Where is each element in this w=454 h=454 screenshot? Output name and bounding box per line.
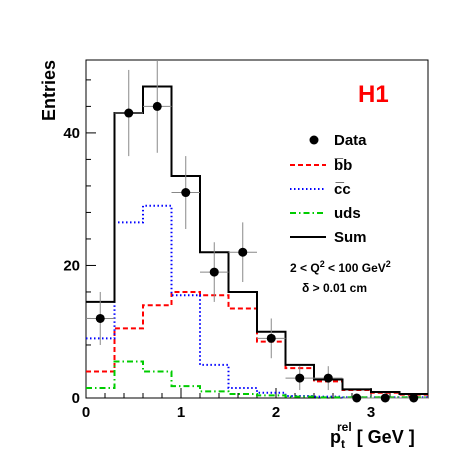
data-point <box>209 267 219 277</box>
y-tick-label: 0 <box>72 390 80 407</box>
y-tick-label: 20 <box>63 257 80 274</box>
data-point <box>124 108 134 118</box>
x-axis-label: ptrel [ GeV ] <box>330 420 415 451</box>
data-point <box>409 393 419 403</box>
plot-frame <box>85 59 429 399</box>
histogram-cc <box>86 204 428 399</box>
cut-q2: 2 < Q2 < 100 GeV2 <box>290 259 391 275</box>
experiment-tag: H1 <box>358 81 389 108</box>
legend-data-marker <box>309 135 319 145</box>
x-tick-label: 0 <box>82 404 90 421</box>
legend-data-label: Data <box>334 132 367 149</box>
legend: Data b̅b c̅c uds Sum <box>290 132 367 246</box>
data-point <box>238 247 248 257</box>
histogram-sum <box>86 85 428 396</box>
y-tick-label: 40 <box>63 125 80 142</box>
y-axis-label: Entries <box>39 60 59 121</box>
x-tick-label: 2 <box>272 404 280 421</box>
data-point <box>323 373 333 383</box>
cut-delta: δ > 0.01 cm <box>302 281 367 295</box>
legend-sum-label: Sum <box>334 229 367 246</box>
data-point <box>95 313 105 323</box>
legend-bb-label: b̅b <box>334 157 352 174</box>
data-point <box>181 188 191 198</box>
legend-uds-label: uds <box>334 205 361 222</box>
data-point <box>152 101 162 111</box>
x-tick-label: 3 <box>367 404 375 421</box>
data-points-layer <box>86 60 428 403</box>
data-point <box>266 333 276 343</box>
histograms-layer <box>86 85 428 399</box>
legend-cc-label: c̅c <box>334 181 351 198</box>
histogram-uds <box>86 360 428 399</box>
x-tick-label: 1 <box>177 404 185 421</box>
data-point <box>380 393 390 403</box>
data-point <box>352 393 362 403</box>
data-point <box>295 373 305 383</box>
